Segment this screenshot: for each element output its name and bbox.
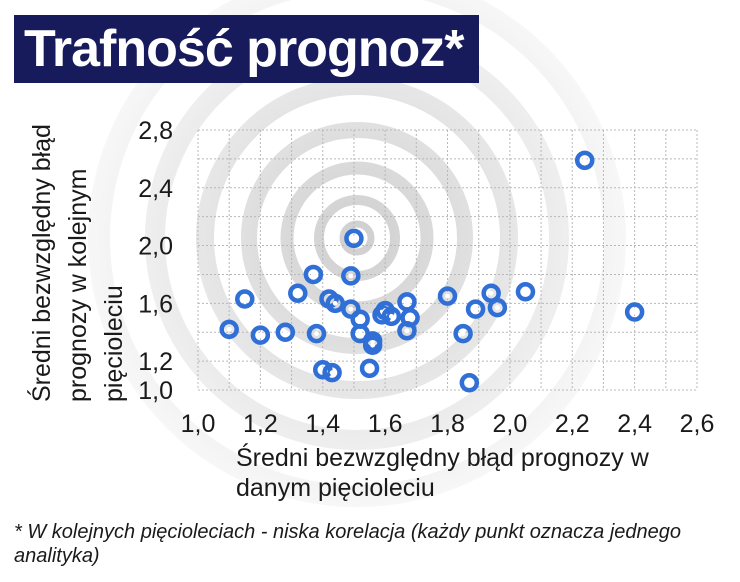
data-point <box>303 264 324 285</box>
data-point <box>400 308 420 328</box>
y-tick-label: 1,6 <box>138 290 173 318</box>
title-banner: Trafność prognoz* <box>14 15 480 83</box>
y-tick-label: 2,4 <box>138 175 173 203</box>
data-point <box>624 302 645 322</box>
data-point <box>437 286 458 306</box>
data-point <box>465 299 486 319</box>
data-point <box>344 228 364 249</box>
x-tick-label: 1,0 <box>181 410 216 438</box>
x-tick-label: 1,8 <box>430 410 465 438</box>
data-point <box>362 335 383 355</box>
data-point <box>515 282 536 302</box>
y-tick-label: 1,0 <box>138 377 173 405</box>
grid-lines <box>197 129 698 391</box>
y-axis-label: Średni bezwzględny błąd prognozy w kolej… <box>28 124 128 402</box>
data-point <box>235 289 255 309</box>
x-tick-label: 1,2 <box>243 410 278 438</box>
x-tick-label: 2,4 <box>617 410 652 438</box>
y-tick-label: 1,2 <box>138 348 173 376</box>
data-point <box>574 150 595 171</box>
data-point <box>325 293 345 314</box>
data-point <box>219 319 239 340</box>
y-tick-label: 2,0 <box>138 233 173 261</box>
data-point <box>288 283 308 303</box>
data-points <box>219 150 645 393</box>
data-point <box>341 266 361 286</box>
x-axis-ticks: 1,0 1,2 1,4 1,6 1,8 2,0 2,2 2,4 2,6 <box>181 410 715 438</box>
footnote: * W kolejnych pięcioleciach - niska kore… <box>14 521 682 567</box>
x-axis-label: Średni bezwzględny błąd prognozy w danym… <box>236 444 649 502</box>
x-tick-label: 1,4 <box>305 410 340 438</box>
chart-title: Trafność prognoz* <box>24 20 464 78</box>
data-point <box>397 292 417 312</box>
x-tick-label: 1,6 <box>368 410 403 438</box>
data-point <box>275 322 296 342</box>
data-point <box>250 325 271 345</box>
data-point <box>322 362 342 383</box>
data-point <box>487 297 508 318</box>
data-point <box>381 306 402 327</box>
y-tick-label: 2,8 <box>138 117 173 145</box>
data-point <box>306 323 327 344</box>
x-tick-label: 2,2 <box>555 410 590 438</box>
data-point <box>359 358 380 379</box>
data-point <box>459 373 480 393</box>
x-tick-label: 2,6 <box>680 410 715 438</box>
data-point <box>453 323 473 344</box>
y-axis-ticks: 1,01,2 1,6 2,0 2,4 2,8 <box>138 117 173 405</box>
x-tick-label: 2,0 <box>492 410 527 438</box>
